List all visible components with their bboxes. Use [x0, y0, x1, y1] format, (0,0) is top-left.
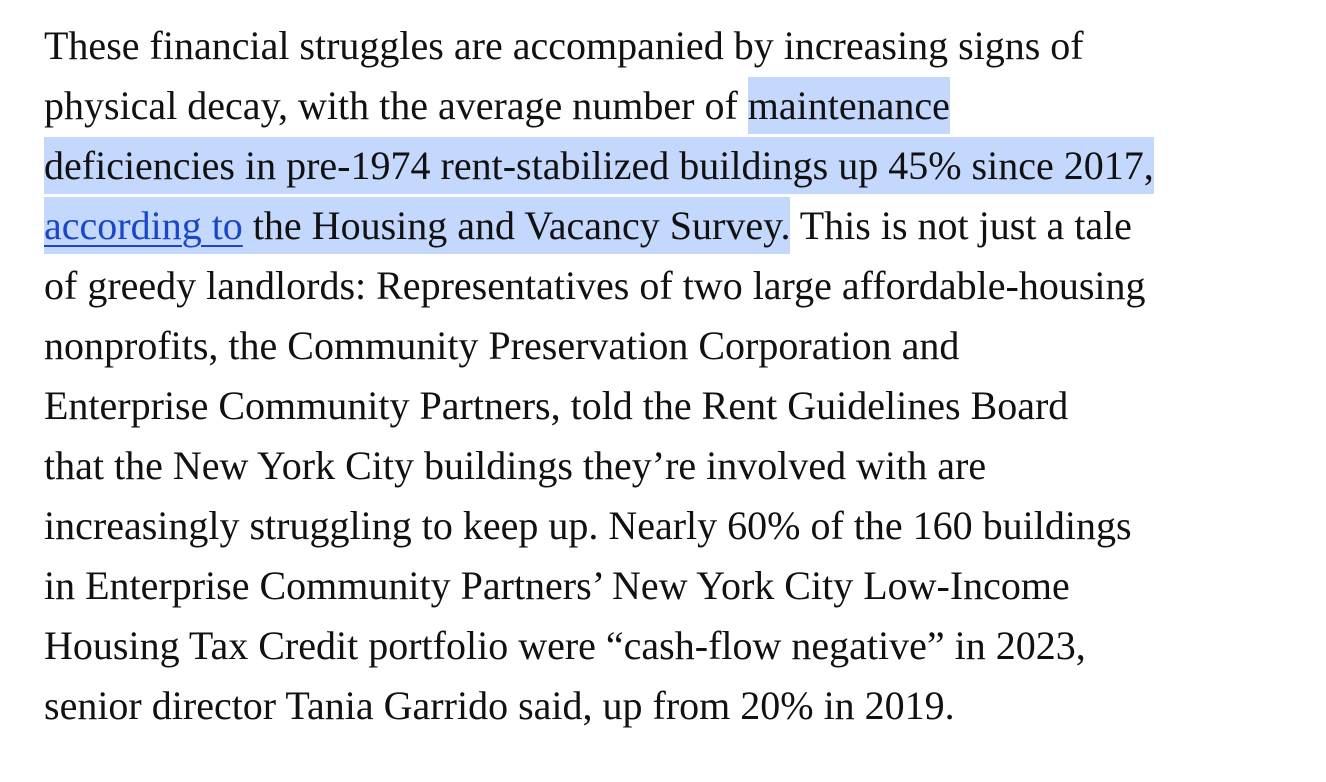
paragraph-line: in Enterprise Community Partners’ New Yo… — [44, 563, 1070, 608]
paragraph-line: Housing Tax Credit portfolio were “cash-… — [44, 623, 1086, 668]
paragraph-line: senior director Tania Garrido said, up f… — [44, 683, 955, 728]
paragraph-line: that the New York City buildings they’re… — [44, 443, 987, 488]
paragraph-text: physical decay, with the average number … — [44, 83, 748, 128]
paragraph-line: physical decay, with the average number … — [44, 76, 1314, 136]
selected-text: the Housing and Vacancy Survey. — [242, 203, 791, 248]
selected-text: maintenance — [747, 77, 950, 134]
paragraph-line: Enterprise Community Partners, told the … — [44, 383, 1069, 428]
paragraph-text: This is not just a tale — [790, 203, 1132, 248]
paragraph-line: deficiencies in pre-1974 rent-stabilized… — [44, 136, 1314, 196]
paragraph-line: increasingly struggling to keep up. Near… — [44, 503, 1132, 548]
paragraph-line: nonprofits, the Community Preservation C… — [44, 323, 960, 368]
selected-text: deficiencies in pre-1974 rent-stabilized… — [44, 137, 1154, 194]
paragraph-line: according to the Housing and Vacancy Sur… — [44, 196, 1314, 256]
article-paragraph: These financial struggles are accompanie… — [44, 16, 1314, 736]
paragraph-line: of greedy landlords: Representatives of … — [44, 263, 1146, 308]
paragraph-line: These financial struggles are accompanie… — [44, 23, 1084, 68]
according-to-link[interactable]: according to — [44, 203, 243, 248]
